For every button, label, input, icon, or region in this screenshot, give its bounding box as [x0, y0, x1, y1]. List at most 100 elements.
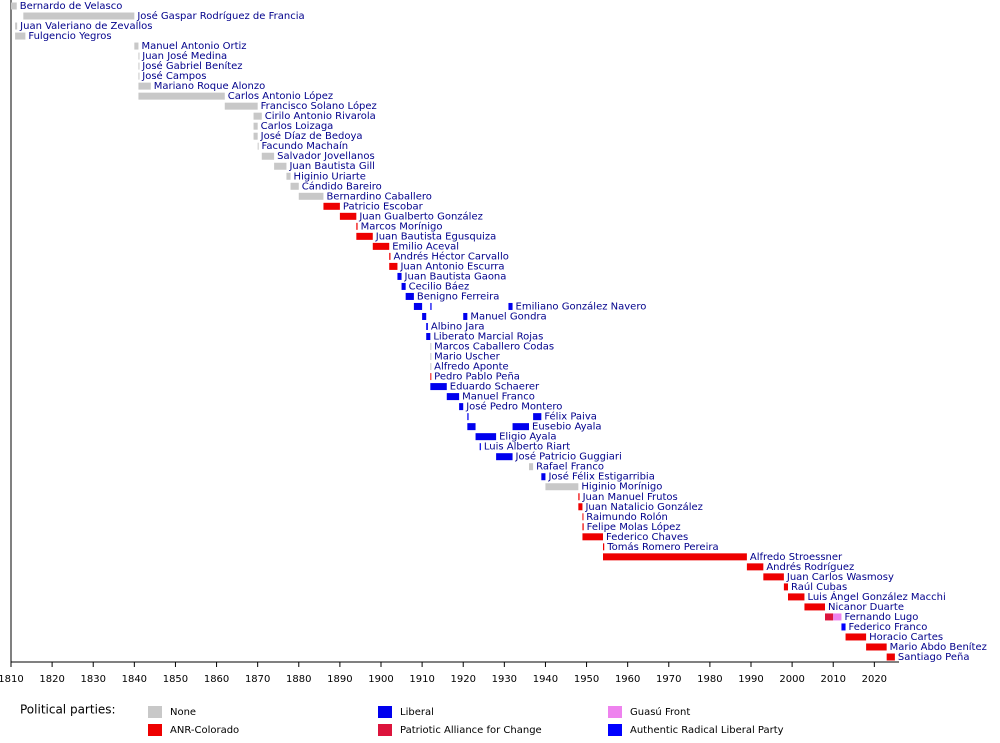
- term-bar: [138, 62, 140, 70]
- term-bar: [298, 192, 324, 200]
- term-bar: [426, 322, 428, 330]
- legend-label: Authentic Radical Liberal Party: [630, 725, 784, 736]
- x-tick-label: 2020: [862, 674, 887, 685]
- term-bar: [866, 643, 887, 651]
- x-tick-label: 1940: [533, 674, 558, 685]
- president-label: Juan Bautista Gaona: [404, 271, 507, 282]
- x-tick-label: 1850: [163, 674, 188, 685]
- president-label: Albino Jara: [431, 321, 485, 332]
- president-label: Juan Bautista Egusquiza: [375, 231, 496, 242]
- x-tick-label: 1970: [656, 674, 681, 685]
- president-label: Luis Alberto Riart: [484, 442, 570, 453]
- term-bar: [804, 603, 825, 611]
- x-tick-label: 1830: [80, 674, 105, 685]
- x-tick-label: 1960: [615, 674, 640, 685]
- president-label: Félix Paiva: [544, 411, 597, 423]
- term-bar: [356, 232, 373, 240]
- legend-label: Patriotic Alliance for Change: [400, 725, 542, 736]
- term-bar: [11, 2, 17, 10]
- president-label: Facundo Machaín: [261, 140, 348, 152]
- term-bar: [138, 92, 225, 100]
- term-bar: [833, 613, 842, 621]
- legend-swatch: [148, 724, 162, 736]
- term-bar: [886, 653, 895, 661]
- president-label: Raimundo Rolón: [586, 511, 668, 523]
- x-tick-label: 1900: [368, 674, 393, 685]
- term-bar: [783, 583, 788, 591]
- x-tick-label: 1910: [409, 674, 434, 685]
- president-label: Juan Natalicio González: [584, 501, 702, 513]
- president-label: Felipe Molas López: [587, 521, 681, 533]
- x-tick-label: 1950: [574, 674, 599, 685]
- term-bar: [253, 132, 258, 140]
- president-label: Juan Antonio Escurra: [399, 261, 504, 272]
- term-bar: [479, 443, 481, 451]
- president-label: Higinio Uriarte: [294, 171, 366, 182]
- president-label: Higinio Morínigo: [581, 481, 662, 493]
- president-label: Juan Gualberto González: [358, 210, 483, 222]
- president-label: Manuel Antonio Ortiz: [141, 41, 246, 52]
- term-bar: [405, 292, 414, 300]
- x-tick-label: 1840: [122, 674, 147, 685]
- term-bar: [389, 262, 398, 270]
- term-bar: [582, 513, 584, 521]
- president-label: Fernando Lugo: [844, 612, 918, 623]
- x-tick-label: 1930: [492, 674, 517, 685]
- president-label: Nicanor Duarte: [828, 602, 904, 613]
- term-bar: [413, 302, 423, 310]
- x-tick-label: 1820: [39, 674, 64, 685]
- legend-swatch: [378, 706, 392, 718]
- president-label: Andrés Rodríguez: [766, 561, 854, 573]
- term-bar: [397, 272, 402, 280]
- x-tick-label: 1860: [204, 674, 229, 685]
- president-label: Marcos Morínigo: [361, 220, 443, 232]
- term-bar: [825, 613, 834, 621]
- term-bar: [475, 433, 497, 441]
- president-label: José Félix Estigarribia: [547, 471, 654, 483]
- term-bar: [459, 403, 464, 411]
- president-label: Bernardo de Velasco: [20, 1, 123, 12]
- president-label: Mario Abdo Benítez: [890, 641, 987, 653]
- term-bar: [446, 393, 460, 401]
- term-bar: [529, 463, 534, 471]
- term-bar: [290, 182, 299, 190]
- term-bar: [467, 423, 476, 431]
- x-tick-label: 1870: [245, 674, 270, 685]
- president-label: Alfredo Aponte: [434, 362, 509, 373]
- president-label: Juan Bautista Gill: [288, 161, 374, 172]
- president-label: Juan Manuel Frutos: [582, 492, 678, 503]
- president-label: Mariano Roque Alonzo: [154, 81, 265, 92]
- x-tick-label: 1810: [0, 674, 24, 685]
- x-tick-label: 1920: [450, 674, 475, 685]
- legend-title: Political parties:: [20, 703, 116, 717]
- president-label: José Gaspar Rodríguez de Francia: [136, 10, 304, 22]
- term-bar: [323, 202, 340, 210]
- legend-label: Guasú Front: [630, 706, 690, 718]
- term-bar: [430, 343, 432, 351]
- president-label: José Gabriel Benítez: [141, 60, 242, 72]
- president-label: Patricio Escobar: [343, 201, 424, 212]
- president-label: José Pedro Montero: [465, 401, 562, 413]
- term-bar: [274, 162, 287, 170]
- term-bar: [512, 423, 529, 431]
- term-bar: [430, 363, 432, 371]
- term-bar: [286, 172, 291, 180]
- term-bar: [138, 52, 140, 60]
- term-bar: [545, 483, 579, 491]
- president-label: Luis Ángel González Macchi: [807, 590, 945, 603]
- term-bar: [23, 12, 135, 20]
- president-label: Juan Valeriano de Zevallos: [19, 21, 152, 32]
- term-bar: [356, 222, 358, 230]
- x-tick-label: 1990: [738, 674, 763, 685]
- president-label: Emilio Aceval: [392, 241, 459, 252]
- term-bar: [541, 473, 546, 481]
- x-tick-label: 2000: [779, 674, 804, 685]
- president-label: Rafael Franco: [536, 462, 604, 473]
- term-bar: [430, 353, 432, 361]
- term-bar: [134, 42, 139, 50]
- x-tick-label: 1880: [286, 674, 311, 685]
- term-bar: [422, 312, 427, 320]
- president-label: Eduardo Schaerer: [450, 382, 540, 393]
- term-bar: [389, 252, 391, 260]
